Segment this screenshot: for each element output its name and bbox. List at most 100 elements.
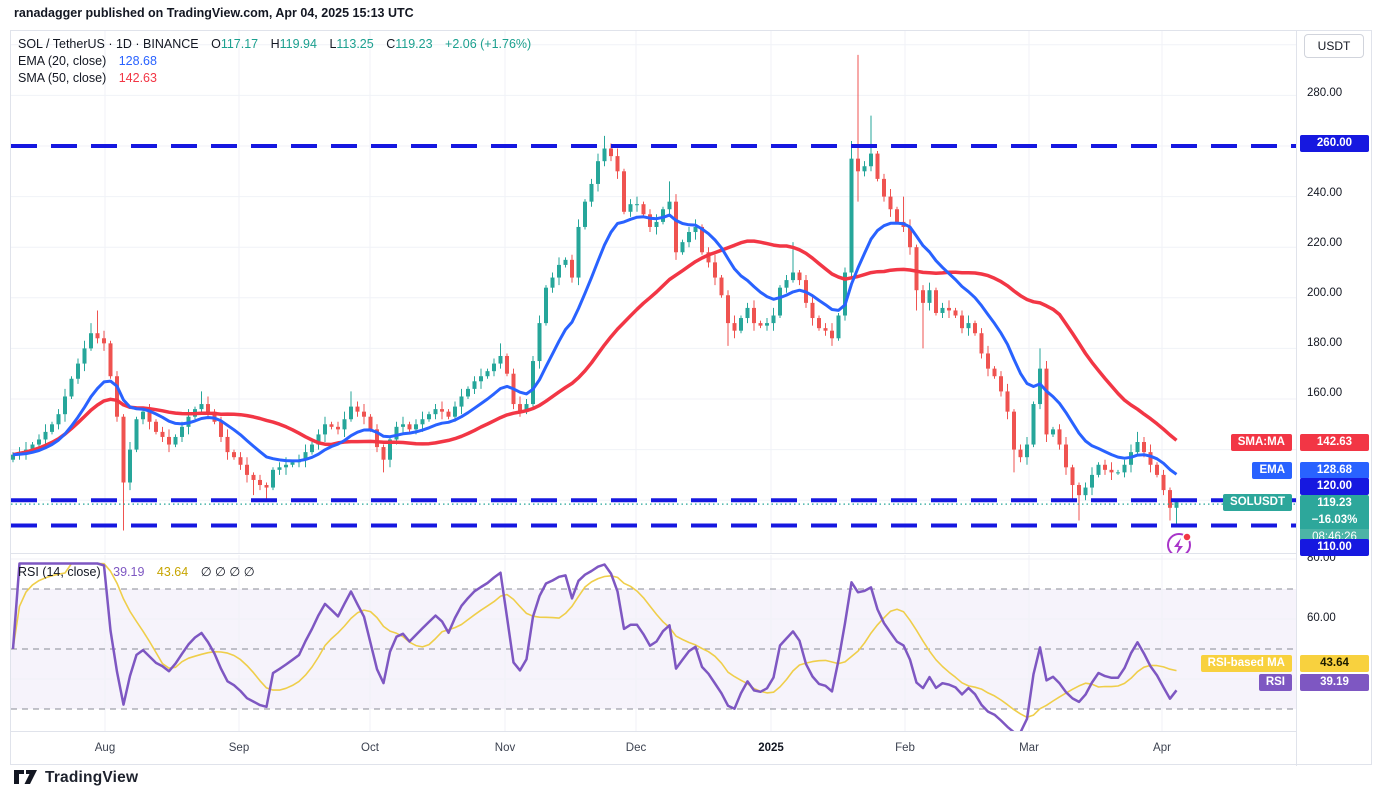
- candle-body: [719, 277, 724, 296]
- candle-body: [563, 259, 568, 265]
- ohlc-change-value: +2.06 (+1.76%): [445, 37, 532, 51]
- alert-dot: [1182, 532, 1192, 542]
- candle-body: [472, 381, 477, 389]
- rsi-hidden-bands: ∅ ∅ ∅ ∅: [200, 565, 255, 579]
- rsi-chart-canvas[interactable]: [11, 555, 1296, 732]
- candle-body: [1018, 449, 1023, 458]
- candle-body: [225, 436, 230, 453]
- candle-body: [440, 409, 444, 412]
- price-axis-tick: 220.00: [1307, 237, 1343, 249]
- candle-body: [557, 264, 561, 278]
- candle-body: [1096, 464, 1101, 475]
- candle-body: [843, 272, 847, 316]
- candle-body: [1148, 452, 1153, 465]
- candle-body: [986, 353, 990, 369]
- candle-body: [1155, 464, 1159, 475]
- currency-unit-button[interactable]: USDT: [1304, 34, 1364, 58]
- price-axis-tick: 160.00: [1307, 387, 1343, 399]
- candle-body: [869, 153, 873, 167]
- candle-body: [329, 424, 334, 427]
- candle-body: [407, 424, 412, 430]
- time-axis[interactable]: Aug Sep Oct Nov Dec 2025 Feb Mar Apr: [11, 733, 1296, 766]
- candle-body: [355, 406, 360, 412]
- ema-20-line: [12, 213, 1178, 476]
- candle-body: [63, 396, 67, 415]
- candle-body: [1044, 368, 1049, 435]
- rsi-line-label[interactable]: RSI: [1258, 674, 1292, 691]
- ohlc-open-label: O: [211, 37, 221, 51]
- rsi-ma-line-label[interactable]: RSI-based MA: [1200, 655, 1292, 672]
- ohlc-open-value: 117.17: [220, 37, 259, 51]
- candle-body: [602, 148, 607, 162]
- candle-body: [713, 262, 717, 278]
- symbol-price-label[interactable]: SOLUSDT: [1223, 494, 1292, 511]
- candle-body: [76, 363, 80, 379]
- price-axis[interactable]: USDT 260.00 142.63 128.68 120.00 119.23 …: [1296, 31, 1372, 766]
- candle-body: [232, 452, 236, 458]
- sma-legend-row[interactable]: SMA (50, close) 142.63: [18, 70, 531, 87]
- symbol-legend-row[interactable]: SOL / TetherUS · 1D · BINANCE O117.17 H1…: [18, 36, 531, 53]
- candle-body: [570, 259, 574, 278]
- tradingview-watermark[interactable]: TradingView: [14, 769, 138, 787]
- time-axis-label: Apr: [1153, 742, 1171, 754]
- candle-body: [934, 290, 938, 313]
- candle-body: [50, 424, 54, 432]
- candle-body: [342, 419, 347, 430]
- candle-body: [706, 252, 711, 263]
- candle-body: [1109, 469, 1114, 473]
- candle-body: [1142, 442, 1146, 453]
- candle-body: [940, 307, 945, 313]
- candle-body: [791, 272, 795, 281]
- rsi-legend-row[interactable]: RSI (14, close) 39.19 43.64 ∅ ∅ ∅ ∅: [18, 564, 255, 579]
- candle-body: [37, 439, 41, 445]
- candle-body: [466, 388, 470, 397]
- candle-body: [888, 196, 893, 210]
- candle-body: [394, 426, 399, 440]
- main-price-pane[interactable]: [11, 31, 1296, 554]
- candle-body: [914, 247, 919, 291]
- published-header: ranadagger published on TradingView.com,…: [14, 6, 414, 20]
- candle-body: [667, 201, 672, 210]
- ema-legend-row[interactable]: EMA (20, close) 128.68: [18, 53, 531, 70]
- level-120-badge: 120.00: [1300, 478, 1369, 495]
- rsi-line: [11, 562, 1178, 731]
- rsi-pane[interactable]: [11, 555, 1296, 732]
- candle-body: [1116, 472, 1120, 474]
- candle-body: [648, 214, 652, 227]
- candle-body: [1070, 467, 1075, 486]
- candle-body: [771, 315, 776, 324]
- price-chart-canvas[interactable]: [11, 31, 1296, 554]
- sma-line-label[interactable]: SMA:MA: [1230, 434, 1292, 451]
- candle-body: [778, 287, 782, 316]
- candle-body: [43, 431, 48, 440]
- candle-body: [1064, 444, 1068, 468]
- candle-body: [1161, 474, 1166, 491]
- rsi-value-badge: 39.19: [1300, 674, 1369, 691]
- candle-body: [823, 328, 828, 331]
- candle-body: [290, 462, 295, 465]
- candle-body: [687, 232, 691, 243]
- candle-body: [108, 343, 113, 377]
- tradingview-logo-icon: [14, 769, 37, 784]
- time-axis-label: 2025: [758, 742, 784, 754]
- candle-body: [401, 424, 405, 427]
- candle-body: [1135, 442, 1140, 453]
- candle-body: [388, 439, 392, 460]
- candle-body: [1168, 490, 1172, 508]
- candle-body: [30, 444, 35, 450]
- candle-body: [583, 201, 587, 227]
- candle-body: [206, 404, 210, 412]
- candle-body: [56, 414, 61, 425]
- candle-body: [349, 406, 353, 420]
- ema-line-label[interactable]: EMA: [1252, 462, 1292, 479]
- tradingview-logo-text: TradingView: [45, 769, 139, 786]
- candle-body: [173, 436, 178, 445]
- candle-body: [245, 464, 249, 475]
- sma-label: SMA (50, close): [18, 71, 107, 85]
- candle-body: [589, 183, 594, 202]
- candle-body: [362, 411, 366, 417]
- ema-label: EMA (20, close): [18, 54, 107, 68]
- candle-body: [238, 457, 243, 465]
- candle-body: [284, 464, 288, 468]
- candle-body: [167, 436, 171, 445]
